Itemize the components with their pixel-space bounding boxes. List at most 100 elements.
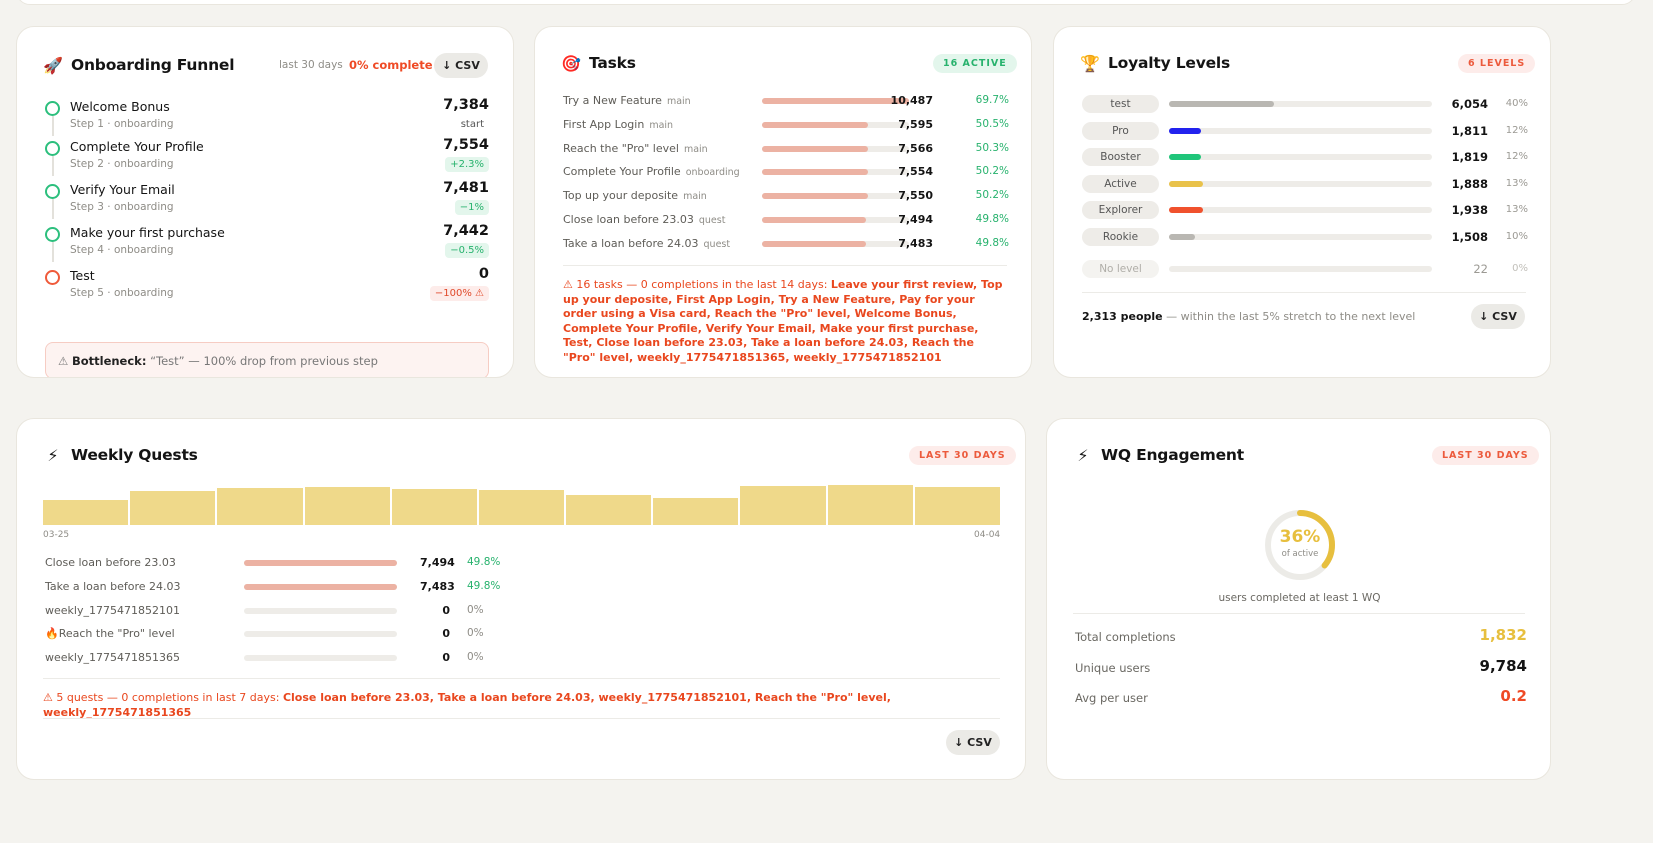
quest-row[interactable]: Close loan before 23.03 7,494 49.8% (45, 554, 500, 574)
task-count: 7,554 (898, 165, 933, 179)
step-value: 7,554 (443, 137, 489, 153)
ring-percent: 36% (1279, 527, 1321, 547)
level-percent: 40% (1505, 98, 1528, 109)
quest-row[interactable]: Take a loan before 24.03 7,483 49.8% (45, 578, 500, 598)
weekly-warning: ⚠ 5 quests — 0 completions in last 7 day… (43, 691, 993, 720)
loyalty-people-count: 2,313 people (1082, 310, 1163, 323)
chart-x-end-label: 04-04 (974, 530, 1001, 540)
step-subtitle: Step 3 · onboarding (70, 201, 174, 213)
task-row[interactable]: Complete Your Profile onboarding 7,554 50.2… (563, 163, 1009, 183)
weekly-title: Weekly Quests (71, 446, 198, 464)
engagement-title: WQ Engagement (1101, 446, 1244, 464)
weekly-period-badge: LAST 30 DAYS (909, 446, 1016, 465)
quest-count: 0 (442, 627, 450, 641)
task-progress-fill (762, 217, 867, 223)
quest-row[interactable]: 🔥Reach the "Pro" level 0 0% (45, 625, 495, 645)
loyalty-level-row: Booster 1,819 12% (1082, 148, 1528, 168)
chart-bar (566, 495, 652, 525)
chart-bar (217, 488, 303, 525)
weekly-warning-list: Close loan before 23.03, Take a loan bef… (43, 691, 891, 719)
task-progress-bar (762, 193, 909, 200)
chart-bar (130, 491, 216, 525)
task-name-cell: Complete Your Profile onboarding (563, 165, 740, 178)
engagement-ring (1265, 510, 1335, 580)
tasks-warning-list: Leave your first review, Top up your dep… (563, 278, 1003, 364)
weekly-bar-chart (43, 485, 1000, 525)
loyalty-level-row: Explorer 1,938 13% (1082, 201, 1528, 221)
task-type-tag: main (683, 143, 708, 155)
chart-bar (478, 490, 565, 525)
tasks-active-badge: 16 ACTIVE (933, 54, 1017, 73)
level-progress-bar (1169, 101, 1432, 107)
level-progress-bar (1169, 233, 1432, 240)
level-count: 1,819 (1451, 150, 1488, 164)
task-progress-bar (762, 98, 909, 104)
task-row[interactable]: Top up your deposite main 7,550 50.2% (563, 187, 1009, 207)
chart-bar (827, 485, 913, 525)
task-count: 7,550 (898, 189, 933, 203)
step-subtitle: Step 5 · onboarding (70, 287, 174, 299)
quest-name: weekly_1775471852101 (45, 603, 180, 617)
step-delta-badge: −1% (454, 200, 489, 215)
trophy-icon: 🏆 (1080, 53, 1100, 73)
tasks-warning-head: ⚠ 16 tasks — 0 completions in the last 1… (563, 278, 828, 291)
task-type-tag: main (649, 119, 674, 131)
step-name: Test (70, 268, 95, 283)
task-name: First App Login (563, 117, 645, 131)
quest-name: Close loan before 23.03 (45, 556, 176, 569)
step-delta-badge: −0.5% (445, 243, 489, 258)
task-row[interactable]: Close loan before 23.03 quest 7,494 49.8% (563, 211, 1009, 231)
task-row[interactable]: Take a loan before 24.03 quest 7,483 49.8% (563, 235, 1009, 255)
quest-name-cell: weekly_1775471851365 (45, 651, 180, 664)
level-name-chip: Pro (1082, 121, 1159, 140)
step-connector (52, 242, 54, 262)
quest-row[interactable]: weekly_1775471851365 0 0% (45, 649, 495, 669)
quest-row[interactable]: weekly_1775471852101 0 0% (45, 602, 495, 622)
level-percent: 13% (1505, 177, 1528, 189)
loyalty-level-row: test 6,054 40% (1082, 95, 1528, 115)
stat-label: Unique users (1075, 660, 1151, 675)
quest-percent: 0% (467, 603, 484, 616)
chart-bar (740, 486, 826, 525)
funnel-csv-button[interactable]: ↓ CSV (434, 53, 488, 78)
level-percent: 10% (1505, 230, 1528, 242)
engagement-stat-row: Unique users 9,784 (1075, 657, 1527, 679)
fire-icon: 🔥 (45, 627, 59, 641)
funnel-step: Make your first purchase Step 4 · onboard… (45, 223, 489, 263)
level-percent: 12% (1505, 124, 1528, 136)
chart-bar (304, 487, 390, 525)
task-row[interactable]: First App Login main 7,595 50.5% (563, 116, 1009, 136)
task-name: Take a loan before 24.03 (563, 236, 699, 250)
loyalty-csv-button[interactable]: ↓ CSV (1471, 304, 1525, 329)
task-row[interactable]: Try a New Feature main 10,487 69.7% (563, 92, 1009, 112)
tasks-title: Tasks (589, 54, 636, 72)
level-name-chip: Booster (1082, 148, 1159, 166)
task-type-tag: main (666, 96, 691, 107)
loyalty-level-row: Pro 1,811 12% (1082, 121, 1528, 142)
target-icon: 🎯 (561, 53, 581, 73)
quest-name-cell: 🔥Reach the "Pro" level (45, 627, 175, 640)
task-name-cell: First App Login main (563, 118, 673, 131)
quest-progress-bar (244, 655, 397, 662)
task-count: 10,487 (890, 94, 933, 107)
level-percent: 12% (1505, 151, 1528, 162)
step-delta-badge: start (460, 119, 484, 130)
level-progress-fill (1169, 154, 1201, 160)
weekly-divider-bottom (43, 718, 1000, 719)
stat-label: Avg per user (1075, 691, 1148, 705)
loyalty-header: 🏆 Loyalty Levels (1080, 53, 1230, 73)
step-delta-badge: −100% ⚠ (429, 286, 489, 301)
quest-progress-bar (244, 631, 397, 638)
task-progress-fill (762, 145, 868, 152)
weekly-csv-button[interactable]: ↓ CSV (946, 730, 1000, 755)
task-row[interactable]: Reach the "Pro" level main 7,566 50.3% (563, 140, 1009, 160)
step-status-icon (45, 270, 60, 285)
level-count: 1,888 (1451, 176, 1488, 191)
task-progress-fill (762, 121, 868, 128)
level-progress-bar (1169, 180, 1432, 187)
task-progress-bar (762, 169, 909, 176)
task-percent: 50.5% (975, 117, 1009, 130)
step-value: 0 (478, 266, 489, 282)
step-name: Complete Your Profile (70, 139, 204, 154)
bottleneck-alert: ⚠ Bottleneck: “Test” — 100% drop from pr… (45, 342, 489, 377)
